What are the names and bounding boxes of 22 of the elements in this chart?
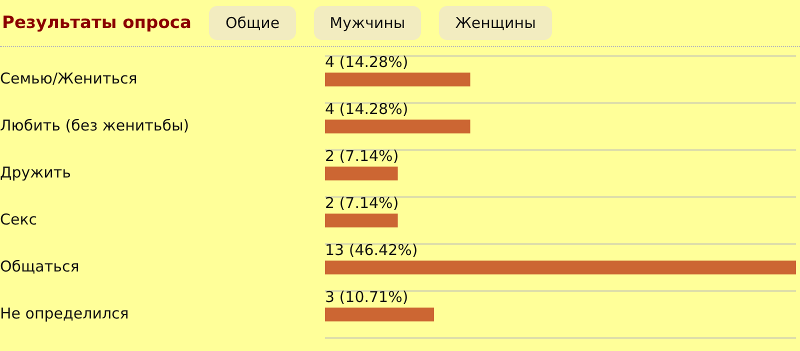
- data-label: 2 (7.14%): [325, 146, 399, 165]
- y-tick-label: Секс: [0, 210, 38, 228]
- data-label: 4 (14.28%): [325, 100, 408, 118]
- bar: [325, 214, 398, 228]
- y-tick-label: Не определился: [0, 304, 129, 322]
- bar: [325, 308, 434, 322]
- data-label: 3 (10.71%): [325, 288, 408, 306]
- bar: [325, 120, 470, 134]
- data-label: 2 (7.14%): [325, 194, 399, 212]
- y-tick-label: Общаться: [0, 257, 80, 276]
- text: Женщины: [439, 6, 552, 40]
- text: Мужчины: [314, 6, 422, 40]
- data-label: 13 (46.42%): [325, 240, 418, 259]
- text: Общие: [209, 6, 296, 40]
- y-tick-label: Дружить: [0, 163, 71, 182]
- text: Результаты опроса: [2, 13, 192, 33]
- data-label: 4 (14.28%): [325, 52, 408, 71]
- bar: [325, 260, 796, 274]
- y-tick-label: Семью/Жениться: [0, 69, 138, 88]
- y-tick-label: Любить (без женитьбы): [0, 116, 190, 134]
- bar: [325, 166, 398, 180]
- bar: [325, 72, 470, 86]
